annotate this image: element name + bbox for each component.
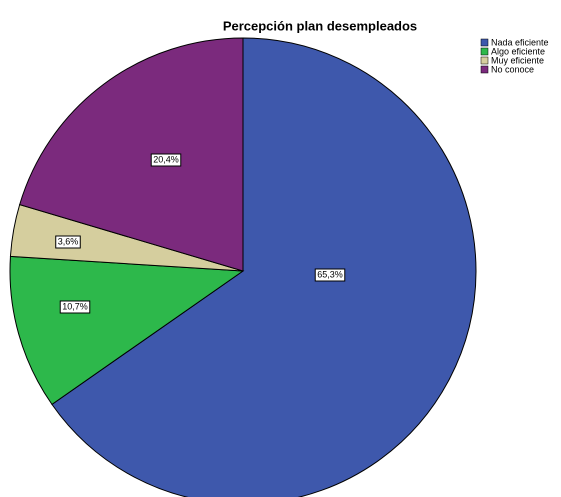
value-label: 65,3% <box>317 269 343 279</box>
legend-label: Algo eficiente <box>491 46 545 56</box>
pie-slice <box>19 37 244 272</box>
legend-label: Muy eficiente <box>491 55 544 65</box>
legend-label: No conoce <box>491 64 534 74</box>
value-label-box <box>314 268 346 282</box>
value-label-box <box>59 300 91 314</box>
legend-swatch <box>480 47 489 56</box>
value-label: 3,6% <box>58 236 79 246</box>
pie-slice <box>9 255 245 406</box>
legend-label: Nada eficiente <box>491 37 549 47</box>
value-label-box <box>150 153 182 167</box>
chart-title: Percepción plan desempleados <box>223 18 417 33</box>
value-label: 20,4% <box>153 154 179 164</box>
pie-slice <box>51 37 477 497</box>
legend-swatch <box>480 65 489 74</box>
value-label: 10,7% <box>62 301 88 311</box>
legend-swatch <box>480 56 489 65</box>
value-label-box <box>55 235 81 249</box>
legend-swatch <box>480 38 489 47</box>
